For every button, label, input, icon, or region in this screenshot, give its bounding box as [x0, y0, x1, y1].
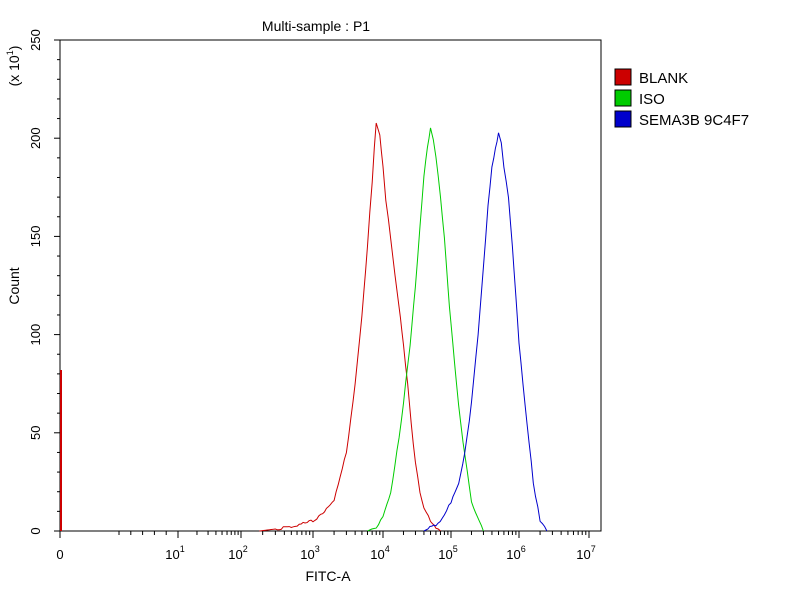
series-line-sema3b-9c4f7	[423, 132, 548, 532]
x-axis: 0 101 102 103 104 105 106 107	[56, 531, 596, 562]
y-axis-label: Count	[6, 267, 22, 304]
legend-swatch	[614, 89, 632, 107]
y-multiplier-base: (x 10	[6, 55, 22, 86]
x-tick-label: 107	[576, 544, 595, 562]
x-tick-exponent: 2	[243, 544, 248, 554]
y-tick-label: 250	[28, 29, 43, 51]
x-tick-base: 0	[56, 547, 63, 562]
x-tick-exponent: 6	[521, 544, 526, 554]
x-tick-label: 104	[370, 544, 389, 562]
x-tick-base: 10	[165, 547, 179, 562]
legend-swatch	[614, 68, 632, 86]
series-line-blank	[259, 122, 441, 532]
x-tick-label: 102	[228, 544, 247, 562]
y-tick-label: 50	[28, 426, 43, 440]
x-tick-label: 0	[56, 547, 63, 562]
legend-label: BLANK	[639, 70, 688, 87]
x-tick-label: 106	[506, 544, 525, 562]
x-tick-exponent: 1	[180, 544, 185, 554]
x-tick-exponent: 5	[453, 544, 458, 554]
x-tick-exponent: 4	[385, 544, 390, 554]
x-tick-base: 10	[576, 547, 590, 562]
x-axis-label: FITC-A	[305, 568, 351, 584]
legend-label: SEMA3B 9C4F7	[639, 112, 749, 129]
legend-label: ISO	[639, 91, 665, 108]
x-tick-base: 10	[228, 547, 242, 562]
y-tick-label: 0	[28, 527, 43, 534]
x-tick-base: 10	[370, 547, 384, 562]
y-multiplier-close: )	[6, 46, 22, 51]
legend-swatch	[614, 110, 632, 128]
y-tick-label: 150	[28, 226, 43, 248]
legend: BLANK ISO SEMA3B 9C4F7	[614, 68, 749, 129]
series-line-iso	[367, 127, 484, 532]
y-tick-label: 200	[28, 127, 43, 149]
x-tick-exponent: 3	[315, 544, 320, 554]
x-tick-base: 10	[300, 547, 314, 562]
x-tick-label: 103	[300, 544, 319, 562]
x-tick-base: 10	[506, 547, 520, 562]
x-tick-label: 105	[438, 544, 457, 562]
y-axis: 0 50 100 150 200 250	[28, 29, 60, 535]
chart-title: Multi-sample : P1	[262, 18, 370, 34]
y-multiplier-exponent: 1	[5, 50, 15, 55]
x-tick-exponent: 7	[591, 544, 596, 554]
y-axis-multiplier: (x 101)	[5, 46, 22, 87]
y-tick-label: 100	[28, 324, 43, 346]
histogram-curves	[60, 122, 548, 532]
x-tick-base: 10	[438, 547, 452, 562]
plot-area-frame	[59, 39, 602, 532]
x-tick-label: 101	[165, 544, 184, 562]
